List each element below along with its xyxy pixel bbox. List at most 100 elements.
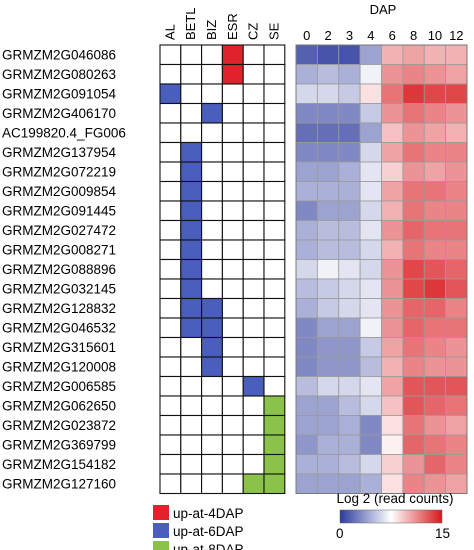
heatmap-cell (359, 181, 382, 202)
heatmap-cell (295, 415, 318, 436)
matrix-cell (201, 434, 223, 456)
matrix-cell (221, 356, 244, 378)
heatmap-cell (338, 83, 361, 104)
heatmap-cell (445, 64, 468, 85)
matrix-cell (159, 395, 182, 417)
heatmap-cell (381, 317, 404, 338)
heatmap-cell (316, 83, 340, 104)
heatmap-cell (359, 434, 382, 455)
matrix-cell (159, 258, 182, 280)
heatmap-cell (445, 454, 468, 475)
tissue-column-label: CZ (246, 23, 261, 40)
matrix-cell (221, 180, 244, 202)
matrix-cell (263, 395, 286, 417)
gene-label: GRMZM2G088896 (2, 262, 116, 277)
heatmap-cell (295, 220, 318, 241)
colorbar (339, 509, 443, 524)
heatmap-cell (295, 337, 318, 358)
heatmap-cell (423, 142, 447, 163)
matrix-cell (201, 297, 223, 319)
heatmap-cell (316, 259, 340, 280)
legend-label: up-at-8DAP (173, 542, 244, 550)
heatmap-cell (381, 337, 404, 358)
heatmap-cell (295, 395, 318, 416)
matrix-cell (242, 239, 265, 261)
matrix-cell (159, 122, 182, 144)
heatmap-cell (423, 44, 447, 65)
matrix-cell (180, 180, 203, 202)
heatmap-cell (295, 454, 318, 475)
matrix-cell (201, 356, 223, 378)
matrix-cell (159, 297, 182, 319)
heatmap-cell (402, 298, 425, 319)
heatmap-cell (381, 356, 404, 377)
heatmap-cell (381, 415, 404, 436)
heatmap-cell (295, 103, 318, 124)
matrix-cell (221, 375, 244, 397)
matrix-cell (263, 239, 286, 261)
heatmap-cell (381, 454, 404, 475)
matrix-cell (180, 395, 203, 417)
heatmap-cell (359, 122, 382, 143)
heatmap-cell (295, 278, 318, 299)
heatmap-cell (381, 259, 404, 280)
matrix-cell (221, 200, 244, 222)
heatmap-cell (445, 200, 468, 221)
matrix-cell (180, 141, 203, 163)
heatmap-cell (423, 181, 447, 202)
gene-label: GRMZM2G127160 (2, 477, 116, 492)
heatmap-cell (359, 376, 382, 397)
matrix-cell (263, 180, 286, 202)
matrix-cell (263, 414, 286, 436)
matrix-cell (221, 297, 244, 319)
matrix-cell (221, 453, 244, 475)
matrix-cell (263, 161, 286, 183)
heatmap-cell (402, 103, 425, 124)
matrix-cell (180, 434, 203, 456)
matrix-cell (221, 414, 244, 436)
heatmap-cell (402, 376, 425, 397)
matrix-cell (159, 434, 182, 456)
dap-column-label: 10 (428, 28, 442, 43)
gene-label: GRMZM2G120008 (2, 360, 116, 375)
heatmap-cell (423, 239, 447, 260)
heatmap-cell (295, 317, 318, 338)
colorbar-min-label: 0 (336, 526, 344, 541)
tissue-column-label: AL (162, 24, 177, 40)
heatmap-cell (338, 239, 361, 260)
matrix-cell (263, 122, 286, 144)
tissue-column-label: ESR (225, 13, 240, 40)
dap-column-label: 8 (410, 28, 417, 43)
heatmap-cell (445, 337, 468, 358)
heatmap-cell (359, 298, 382, 319)
expression-heatmap: 0 2 3 4 6 8 10 12 (295, 28, 468, 494)
matrix-cell (221, 122, 244, 144)
heatmap-cell (402, 83, 425, 104)
heatmap-cell (316, 239, 340, 260)
heatmap-cell (295, 161, 318, 182)
heatmap-cell (295, 298, 318, 319)
heatmap-cell (295, 122, 318, 143)
heatmap-cell (338, 317, 361, 338)
heatmap-cell (445, 220, 468, 241)
matrix-cell (221, 161, 244, 183)
heatmap-cell (381, 434, 404, 455)
matrix-cell (180, 258, 203, 280)
matrix-cell (159, 180, 182, 202)
heatmap-cell (402, 200, 425, 221)
heatmap-cell (338, 434, 361, 455)
matrix-cell (242, 161, 265, 183)
matrix-cell (242, 297, 265, 319)
matrix-cell (242, 473, 265, 495)
matrix-cell (221, 473, 244, 495)
matrix-cell (201, 219, 223, 241)
dap-column-label: 12 (449, 28, 463, 43)
heatmap-cell (445, 122, 468, 143)
heatmap-cell (338, 259, 361, 280)
matrix-cell (263, 375, 286, 397)
dap-column-label: 6 (389, 28, 396, 43)
heatmap-cell (316, 200, 340, 221)
heatmap-cell (359, 200, 382, 221)
heatmap-cell (359, 337, 382, 358)
matrix-cell (201, 278, 223, 300)
